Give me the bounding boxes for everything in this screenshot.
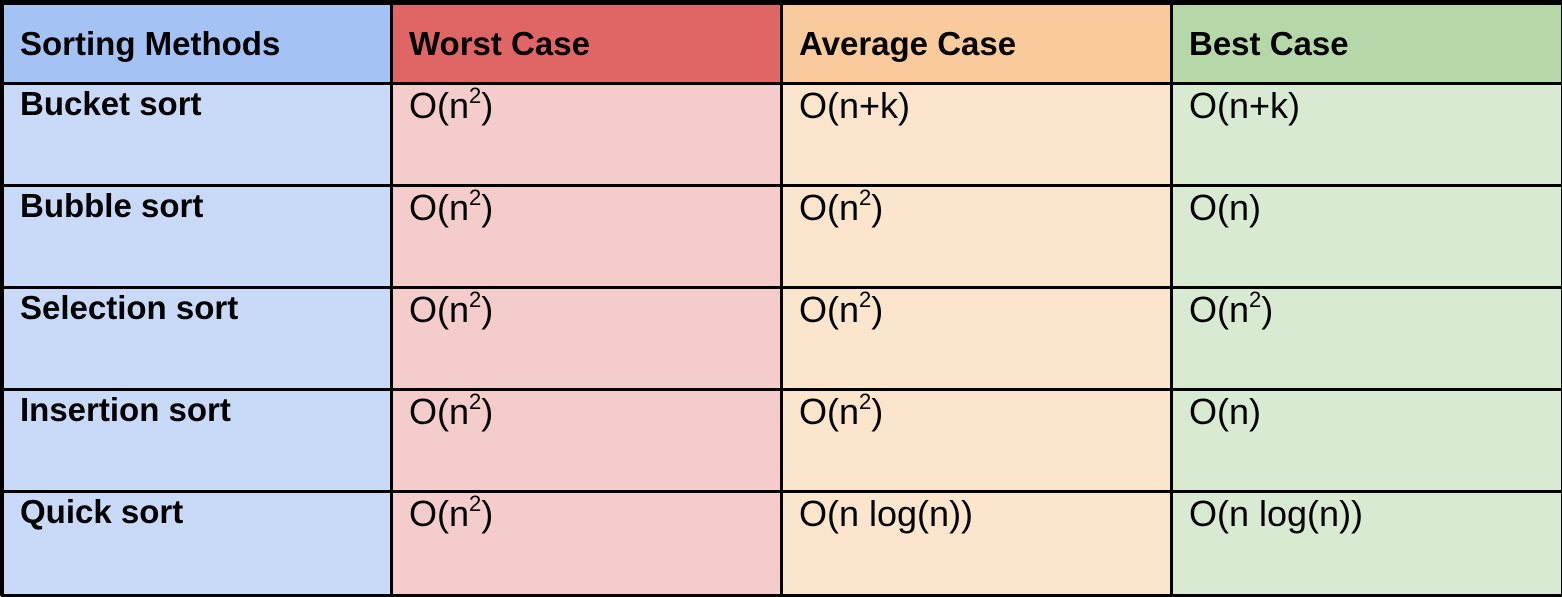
cell-worst-insertion-sort[interactable]: O(n2) (392, 390, 782, 492)
complexity-closing-text: ) (481, 493, 493, 534)
cell-worst-quick-sort[interactable]: O(n2) (392, 492, 782, 596)
cell-worst-bubble-sort[interactable]: O(n2) (392, 186, 782, 288)
cell-best-insertion-sort[interactable]: O(n) (1172, 390, 1562, 492)
cell-average-bucket-sort[interactable]: O(n+k) (782, 84, 1172, 186)
complexity-exponent: 2 (469, 186, 481, 211)
complexity-closing-text: ) (1261, 289, 1273, 330)
cell-best-bucket-sort[interactable]: O(n+k) (1172, 84, 1562, 186)
complexity-exponent: 2 (859, 390, 871, 415)
complexity-closing-text: ) (871, 289, 883, 330)
cell-best-selection-sort[interactable]: O(n2) (1172, 288, 1562, 390)
cell-method-bucket-sort[interactable]: Bucket sort (3, 84, 392, 186)
header-sorting-methods[interactable]: Sorting Methods (3, 4, 392, 84)
complexity-exponent: 2 (469, 390, 481, 415)
complexity-closing-text: ) (481, 187, 493, 228)
complexity-exponent: 2 (469, 288, 481, 313)
complexity-base-text: O(n (409, 391, 469, 432)
complexity-base-text: O(n (799, 391, 859, 432)
header-row: Sorting Methods Worst Case Average Case … (3, 4, 1562, 84)
header-best-case[interactable]: Best Case (1172, 4, 1562, 84)
complexity-exponent: 2 (469, 492, 481, 517)
complexity-closing-text: ) (871, 391, 883, 432)
complexity-exponent: 2 (859, 288, 871, 313)
complexity-exponent: 2 (469, 84, 481, 109)
cell-average-bubble-sort[interactable]: O(n2) (782, 186, 1172, 288)
complexity-closing-text: ) (481, 391, 493, 432)
header-worst-case[interactable]: Worst Case (392, 4, 782, 84)
complexity-base-text: O(n) (1189, 187, 1261, 228)
complexity-closing-text: ) (481, 289, 493, 330)
complexity-base-text: O(n (799, 187, 859, 228)
cell-method-quick-sort[interactable]: Quick sort (3, 492, 392, 596)
cell-best-bubble-sort[interactable]: O(n) (1172, 186, 1562, 288)
complexity-base-text: O(n+k) (799, 85, 910, 126)
cell-average-insertion-sort[interactable]: O(n2) (782, 390, 1172, 492)
complexity-closing-text: ) (871, 187, 883, 228)
header-average-case[interactable]: Average Case (782, 4, 1172, 84)
complexity-base-text: O(n log(n)) (1189, 493, 1363, 534)
complexity-base-text: O(n (409, 187, 469, 228)
complexity-base-text: O(n (409, 493, 469, 534)
cell-average-selection-sort[interactable]: O(n2) (782, 288, 1172, 390)
cell-best-quick-sort[interactable]: O(n log(n)) (1172, 492, 1562, 596)
complexity-closing-text: ) (481, 85, 493, 126)
cell-average-quick-sort[interactable]: O(n log(n)) (782, 492, 1172, 596)
complexity-base-text: O(n (409, 85, 469, 126)
complexity-base-text: O(n (409, 289, 469, 330)
complexity-exponent: 2 (859, 186, 871, 211)
complexity-base-text: O(n) (1189, 391, 1261, 432)
complexity-base-text: O(n log(n)) (799, 493, 973, 534)
cell-worst-bucket-sort[interactable]: O(n2) (392, 84, 782, 186)
cell-method-bubble-sort[interactable]: Bubble sort (3, 186, 392, 288)
cell-worst-selection-sort[interactable]: O(n2) (392, 288, 782, 390)
cell-method-insertion-sort[interactable]: Insertion sort (3, 390, 392, 492)
complexity-base-text: O(n+k) (1189, 85, 1300, 126)
complexity-base-text: O(n (799, 289, 859, 330)
cell-method-selection-sort[interactable]: Selection sort (3, 288, 392, 390)
complexity-base-text: O(n (1189, 289, 1249, 330)
complexity-exponent: 2 (1249, 288, 1261, 313)
